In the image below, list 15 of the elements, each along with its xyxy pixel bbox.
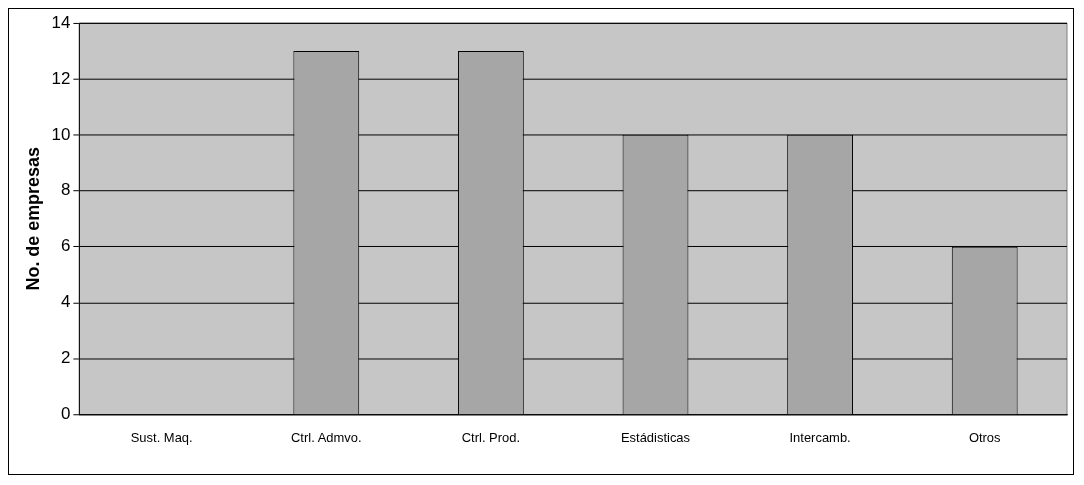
- y-tick-label: 10: [51, 124, 71, 144]
- y-tick-label: 6: [60, 236, 71, 256]
- x-tick-label: Estádisticas: [620, 429, 691, 445]
- y-tick-label: 0: [60, 404, 71, 424]
- x-tick-label: Ctrl. Prod.: [461, 429, 521, 445]
- x-tick-label: Ctrl. Admvo.: [291, 429, 362, 445]
- y-tick-label: 12: [51, 68, 71, 88]
- y-tick-label: 2: [60, 348, 71, 368]
- y-tick-label: 8: [60, 180, 71, 200]
- x-tick-label: Sust. Maq.: [130, 429, 193, 445]
- y-axis-title: No. de empresas: [22, 147, 43, 291]
- y-tick-label: 4: [60, 292, 71, 312]
- y-tick-label: 14: [51, 12, 71, 32]
- x-tick-label: Intercamb.: [789, 429, 851, 445]
- x-tick-label: Otros: [968, 429, 1001, 445]
